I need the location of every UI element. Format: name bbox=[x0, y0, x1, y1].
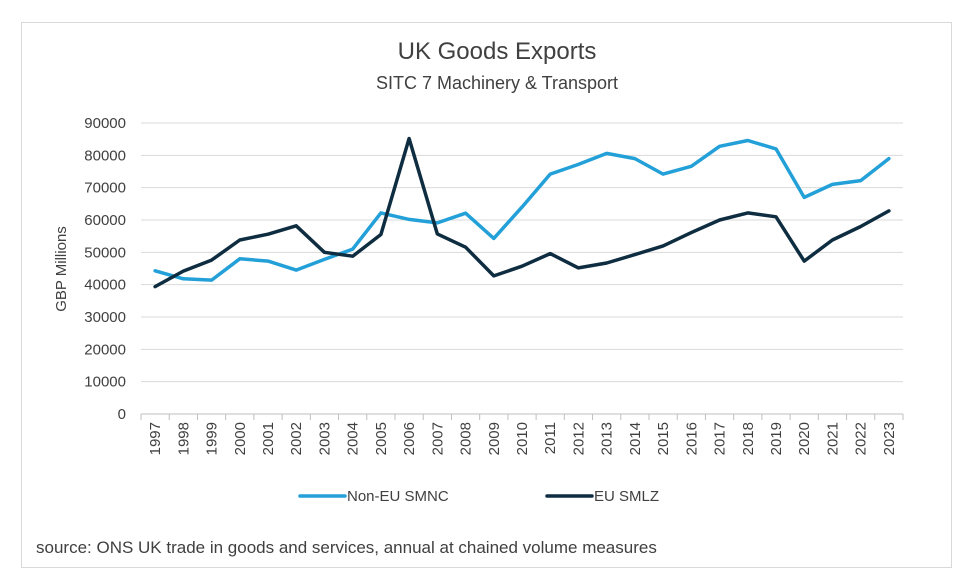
y-tick-label: 60000 bbox=[84, 212, 126, 229]
x-tick-label: 2007 bbox=[429, 422, 446, 455]
x-tick-label: 2004 bbox=[345, 422, 362, 455]
x-tick-label: 2001 bbox=[260, 422, 277, 455]
x-tick-label: 2006 bbox=[401, 422, 418, 455]
y-tick-label: 0 bbox=[118, 406, 126, 423]
y-tick-label: 80000 bbox=[84, 147, 126, 164]
chart-frame bbox=[21, 22, 952, 568]
x-tick-label: 2016 bbox=[683, 422, 700, 455]
y-tick-label: 10000 bbox=[84, 374, 126, 391]
x-tick-label: 2023 bbox=[881, 422, 898, 455]
x-tick-label: 2018 bbox=[740, 422, 757, 455]
y-tick-label: 20000 bbox=[84, 341, 126, 358]
x-tick-label: 2011 bbox=[542, 422, 559, 454]
x-tick-label: 2002 bbox=[288, 422, 305, 455]
series-line-eu bbox=[153, 136, 891, 289]
y-tick-label: 30000 bbox=[84, 309, 126, 326]
x-axis-ticks: 1997 1998 1999 2000 2001 2002 2003 2004 2005 2006… bbox=[140, 414, 904, 455]
x-tick-label: 1997 bbox=[147, 422, 164, 455]
x-tick-label: 2020 bbox=[796, 422, 813, 455]
series-lines bbox=[153, 136, 891, 289]
y-tick-label: 90000 bbox=[84, 115, 126, 132]
gridlines bbox=[141, 122, 903, 415]
chart-subtitle: SITC 7 Machinery & Transport bbox=[376, 73, 618, 93]
y-axis-ticks: 0 10000 20000 30000 40000 50000 60000 70000 8000… bbox=[84, 115, 126, 423]
x-tick-label: 2021 bbox=[824, 422, 841, 455]
legend-label-eu: EU SMLZ bbox=[594, 488, 659, 505]
y-tick-label: 50000 bbox=[84, 244, 126, 261]
x-tick-label: 2013 bbox=[599, 422, 616, 455]
x-tick-label: 1998 bbox=[175, 422, 192, 455]
y-axis-label: GBP Millions bbox=[53, 226, 70, 312]
x-tick-label: 2009 bbox=[486, 422, 503, 455]
x-tick-label: 2005 bbox=[373, 422, 390, 455]
x-tick-label: 2019 bbox=[768, 422, 785, 455]
x-tick-label: 2008 bbox=[458, 422, 475, 455]
x-tick-label: 1999 bbox=[204, 422, 221, 455]
x-tick-label: 2022 bbox=[853, 422, 870, 455]
legend-label-non-eu: Non-EU SMNC bbox=[347, 488, 449, 505]
x-tick-label: 2017 bbox=[712, 422, 729, 455]
series-line-non-eu bbox=[153, 138, 891, 282]
legend: Non-EU SMNC EU SMLZ bbox=[298, 488, 659, 505]
chart-title: UK Goods Exports bbox=[398, 38, 597, 65]
x-tick-label: 2014 bbox=[627, 422, 644, 455]
x-tick-label: 2015 bbox=[655, 422, 672, 455]
source-note: source: ONS UK trade in goods and servic… bbox=[36, 538, 657, 557]
y-tick-label: 70000 bbox=[84, 180, 126, 197]
x-tick-label: 2012 bbox=[570, 422, 587, 455]
x-tick-label: 2003 bbox=[316, 422, 333, 455]
x-tick-label: 2010 bbox=[514, 422, 531, 455]
x-tick-label: 2000 bbox=[232, 422, 249, 455]
y-tick-label: 40000 bbox=[84, 277, 126, 294]
